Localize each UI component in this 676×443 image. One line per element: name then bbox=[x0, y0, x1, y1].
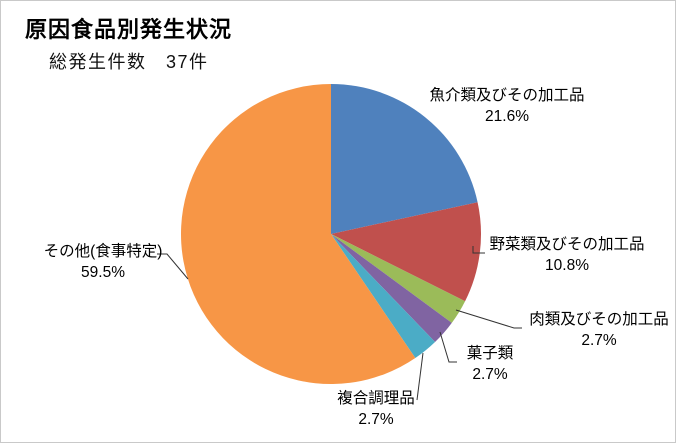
leader-lines bbox=[157, 246, 522, 401]
pie-slice[interactable] bbox=[331, 84, 478, 234]
slice-label-percent: 59.5% bbox=[81, 264, 125, 281]
slice-label-name: 魚介類及びその加工品 bbox=[429, 87, 585, 104]
leader-line-vegetables bbox=[472, 246, 485, 254]
leader-line-confectionery bbox=[439, 331, 457, 363]
slice-label-percent: 2.7% bbox=[358, 411, 394, 428]
pie-slices bbox=[180, 84, 482, 385]
slice-label-name: その他(食事特定) bbox=[43, 243, 163, 260]
chart-title: 原因食品別発生状況 bbox=[25, 17, 233, 42]
pie-slice[interactable] bbox=[180, 84, 416, 385]
slice-label-percent: 2.7% bbox=[472, 366, 508, 383]
slice-label-name: 野菜類及びその加工品 bbox=[489, 236, 645, 253]
slice-label-vegetables: 野菜類及びその加工品 10.8% bbox=[489, 234, 644, 276]
pie-slice[interactable] bbox=[331, 234, 466, 323]
slice-label-confectionery: 菓子類 2.7% bbox=[467, 343, 514, 385]
slice-label-name: 肉類及びその加工品 bbox=[529, 311, 669, 328]
chart-subtitle: 総発生件数 37件 bbox=[49, 52, 209, 72]
leader-line-other bbox=[157, 253, 189, 280]
pie-slice[interactable] bbox=[331, 234, 436, 359]
leader-line-composite bbox=[416, 352, 424, 401]
slice-label-percent: 21.6% bbox=[485, 108, 529, 125]
slice-label-meat: 肉類及びその加工品 2.7% bbox=[529, 309, 669, 351]
slice-label-seafood: 魚介類及びその加工品 21.6% bbox=[429, 85, 584, 127]
slice-label-composite: 複合調理品 2.7% bbox=[337, 388, 415, 430]
slice-label-percent: 2.7% bbox=[581, 332, 617, 349]
slice-label-name: 菓子類 bbox=[466, 345, 514, 362]
leader-line-meat bbox=[455, 309, 522, 329]
pie-slice[interactable] bbox=[331, 202, 482, 302]
slice-label-name: 複合調理品 bbox=[337, 390, 415, 407]
pie-slice[interactable] bbox=[331, 234, 452, 343]
slice-label-percent: 10.8% bbox=[545, 257, 589, 274]
slice-label-other: その他(食事特定) 59.5% bbox=[44, 241, 163, 283]
